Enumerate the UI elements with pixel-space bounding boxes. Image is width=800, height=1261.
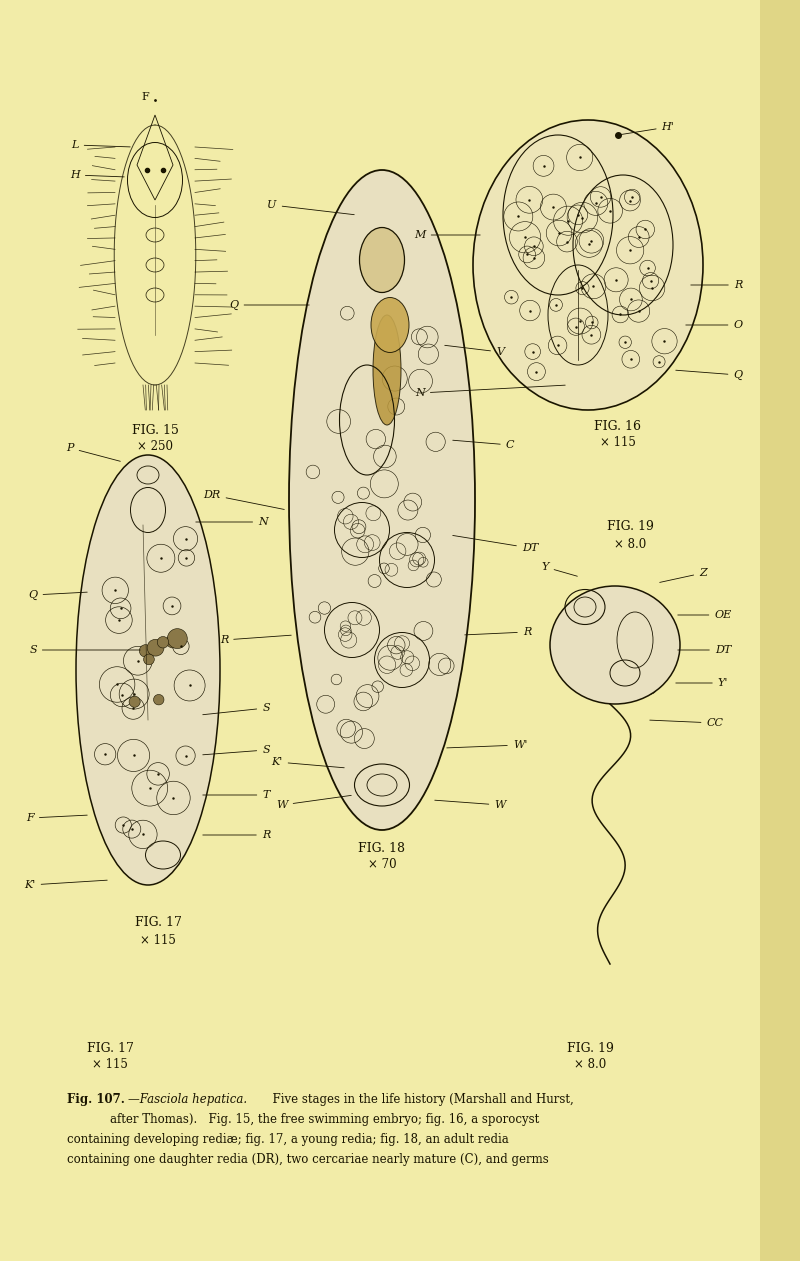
Text: × 115: × 115: [600, 436, 636, 449]
Text: × 70: × 70: [368, 859, 396, 871]
Text: FIG. 16: FIG. 16: [594, 420, 642, 434]
Text: × 250: × 250: [137, 440, 173, 454]
Text: DT: DT: [453, 536, 538, 554]
Text: DT: DT: [678, 644, 731, 654]
Text: × 8.0: × 8.0: [574, 1058, 606, 1072]
Text: S: S: [202, 702, 270, 715]
Text: O: O: [686, 320, 742, 330]
Ellipse shape: [371, 298, 409, 353]
Text: R: R: [690, 280, 742, 290]
Text: Q: Q: [29, 590, 87, 600]
Text: N: N: [196, 517, 268, 527]
Text: OE: OE: [678, 610, 732, 620]
Text: K': K': [24, 880, 107, 890]
Text: R: R: [202, 830, 270, 840]
Text: N: N: [415, 385, 566, 398]
Ellipse shape: [167, 629, 187, 648]
Text: containing one daughter redia (DR), two cercariae nearly mature (C), and germs: containing one daughter redia (DR), two …: [67, 1154, 549, 1166]
Text: DR: DR: [203, 491, 284, 509]
Ellipse shape: [289, 170, 475, 830]
Text: T: T: [202, 789, 270, 799]
Text: FIG. 19: FIG. 19: [566, 1042, 614, 1054]
Text: Y: Y: [542, 562, 578, 576]
Text: FIG. 17: FIG. 17: [134, 915, 182, 928]
Text: M: M: [414, 230, 480, 240]
Text: after Thomas).   Fig. 15, the free swimming embryo; fig. 16, a sporocyst: after Thomas). Fig. 15, the free swimmin…: [110, 1113, 539, 1126]
Text: S: S: [202, 745, 270, 755]
Text: Fig. 107.: Fig. 107.: [67, 1093, 125, 1106]
Text: FIG. 18: FIG. 18: [358, 841, 406, 855]
Text: W: W: [434, 799, 506, 810]
Text: CC: CC: [650, 718, 723, 728]
Text: F: F: [141, 92, 149, 102]
Text: L: L: [71, 140, 130, 150]
Ellipse shape: [154, 695, 164, 705]
Ellipse shape: [129, 696, 140, 707]
Text: R: R: [465, 627, 531, 637]
Text: FIG. 15: FIG. 15: [131, 424, 178, 436]
Text: × 8.0: × 8.0: [614, 538, 646, 551]
Text: W': W': [446, 740, 527, 750]
Ellipse shape: [143, 654, 154, 665]
Ellipse shape: [373, 315, 401, 425]
Ellipse shape: [550, 586, 680, 704]
Text: Q: Q: [676, 369, 742, 380]
Ellipse shape: [166, 634, 179, 648]
Ellipse shape: [76, 455, 220, 885]
Text: V: V: [445, 346, 504, 357]
Text: W: W: [276, 796, 351, 810]
Text: H': H': [621, 122, 674, 135]
Text: Five stages in the life history (Marshall and Hurst,: Five stages in the life history (Marshal…: [265, 1093, 574, 1106]
Text: P: P: [66, 443, 120, 462]
Text: C: C: [453, 440, 514, 450]
Text: Q: Q: [230, 300, 310, 310]
Text: Z: Z: [660, 567, 707, 583]
Text: FIG. 19: FIG. 19: [606, 521, 654, 533]
Text: K': K': [271, 757, 344, 768]
Ellipse shape: [359, 227, 405, 293]
Bar: [760, 0, 800, 1261]
Ellipse shape: [473, 120, 703, 410]
Text: F: F: [26, 813, 87, 823]
Text: S: S: [29, 644, 140, 654]
Text: R: R: [220, 636, 291, 644]
Text: —Fasciola hepatica.: —Fasciola hepatica.: [128, 1093, 247, 1106]
Ellipse shape: [139, 644, 152, 657]
Ellipse shape: [147, 639, 164, 656]
Text: FIG. 17: FIG. 17: [86, 1042, 134, 1054]
Text: × 115: × 115: [140, 933, 176, 947]
Ellipse shape: [158, 637, 169, 648]
Text: × 115: × 115: [92, 1058, 128, 1072]
Text: U: U: [267, 200, 354, 214]
Text: containing developing rediæ; fig. 17, a young redia; fig. 18, an adult redia: containing developing rediæ; fig. 17, a …: [67, 1134, 509, 1146]
Text: Y': Y': [676, 678, 728, 689]
Text: H: H: [70, 170, 124, 180]
